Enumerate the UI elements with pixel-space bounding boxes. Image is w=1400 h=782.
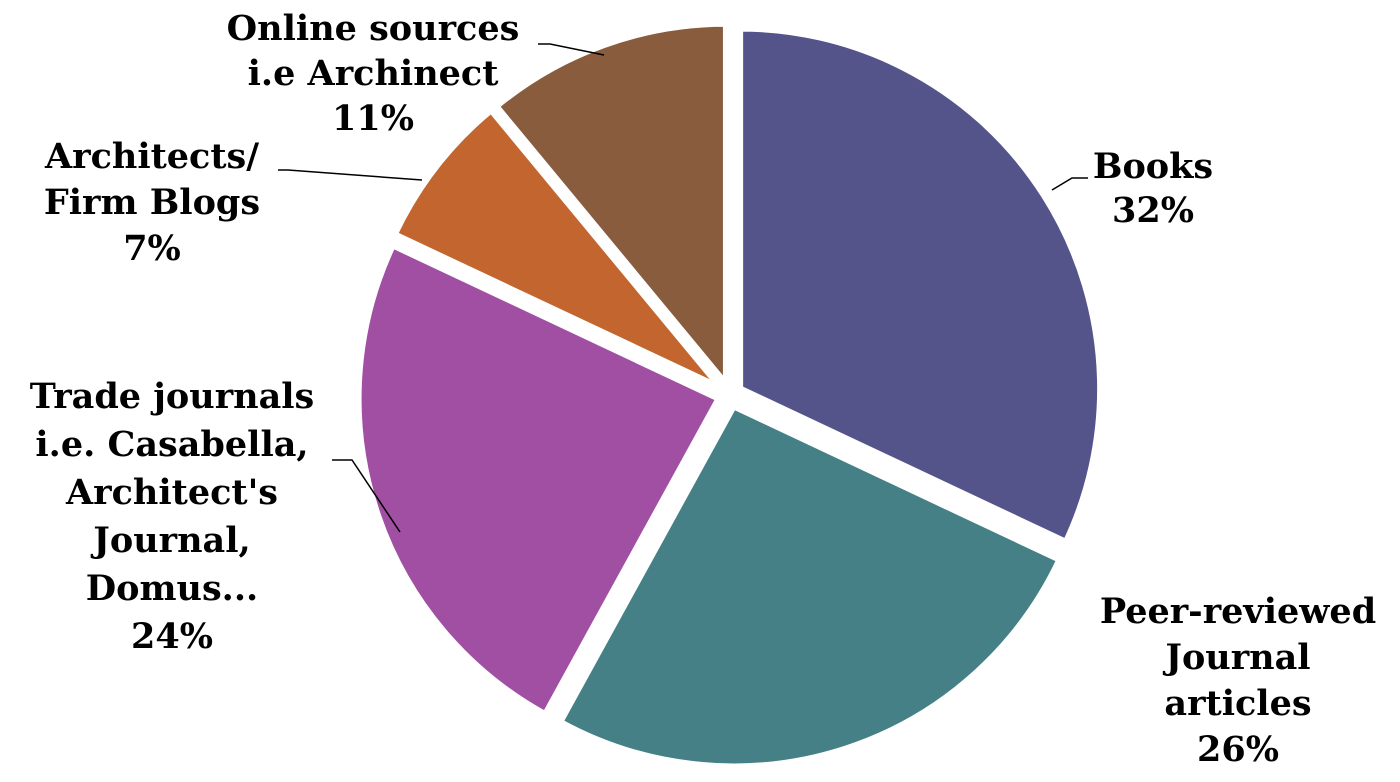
data-label-line: Books: [1093, 146, 1213, 187]
data-label-line: Peer-reviewed: [1100, 591, 1376, 632]
data-label-trade-journals-i-e-casabella-architect-s-journal-domus: Trade journals i.e. Casabella, Architect's…: [30, 376, 315, 657]
data-label-books: Books 32%: [1093, 146, 1213, 231]
pie-slice-architects-firm-blogs: [391, 107, 724, 391]
data-label-line: 32%: [1112, 190, 1194, 231]
leader-line-architects-firm-blogs: [278, 169, 423, 181]
data-label-peer-reviewed-journal-articles: Peer-reviewed Journal articles 26%: [1100, 591, 1376, 770]
leader-line-books: [1051, 177, 1088, 191]
data-label-line: Trade journals: [30, 376, 315, 417]
data-label-line: Online sources: [227, 8, 520, 49]
data-label-line: 7%: [123, 228, 181, 269]
data-label-line: 26%: [1197, 729, 1279, 770]
data-label-line: i.e. Casabella,: [35, 424, 308, 465]
data-label-line: 24%: [131, 616, 213, 657]
pie-slice-online-sources-i-e-archinect: [493, 20, 729, 387]
data-label-line: 11%: [332, 98, 414, 139]
leader-line-online-sources-i-e-archinect: [538, 43, 605, 56]
pie-slice-peer-reviewed-journal-articles: [557, 403, 1063, 770]
leader-line-trade-journals-i-e-casabella-architect-s-journal-domus: [332, 459, 401, 533]
data-label-line: articles: [1164, 683, 1311, 724]
pie-slice-books: [737, 25, 1104, 545]
data-label-line: Journal,: [90, 520, 250, 561]
pie-slice-trade-journals-i-e-casabella-architect-s-journal-domus: [355, 242, 722, 718]
data-label-line: Domus...: [86, 568, 258, 609]
data-label-line: Firm Blogs: [44, 182, 260, 223]
data-label-line: Architects/: [44, 136, 259, 177]
data-label-line: Architect's: [65, 472, 278, 513]
data-label-online-sources-i-e-archinect: Online sources i.e Archinect 11%: [227, 8, 520, 139]
data-label-line: Journal: [1162, 637, 1310, 678]
data-label-architects-firm-blogs: Architects/Firm Blogs 7%: [44, 136, 260, 269]
data-label-line: i.e Archinect: [248, 53, 499, 94]
